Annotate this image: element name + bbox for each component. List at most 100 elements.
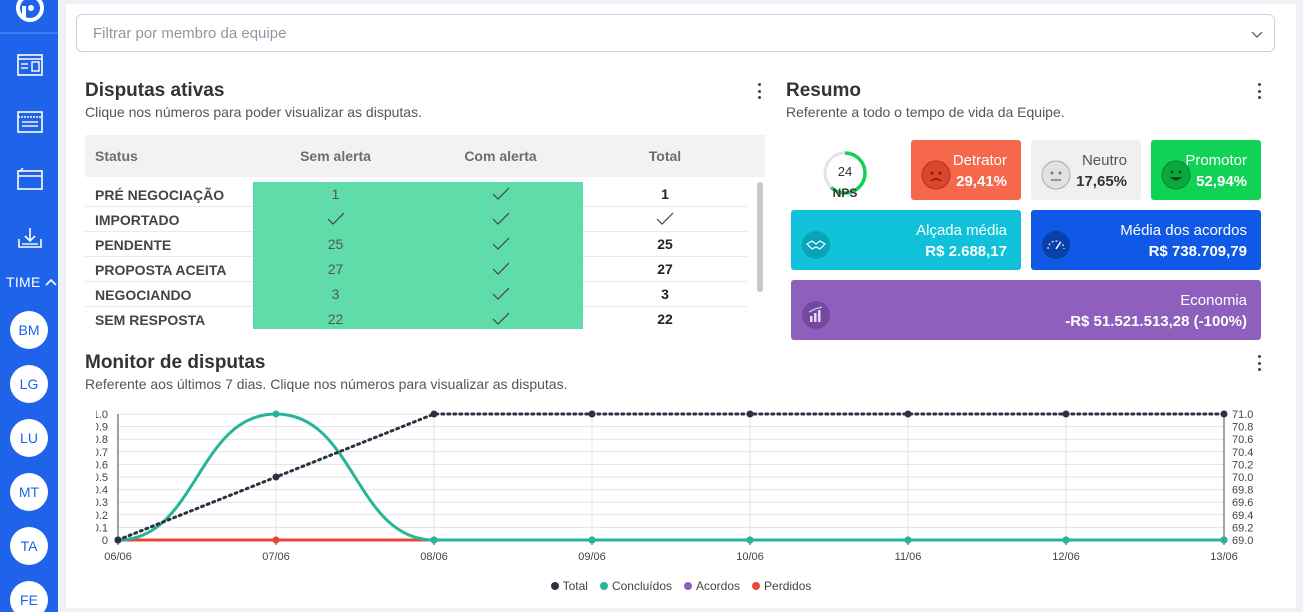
- row-total[interactable]: 22: [657, 311, 673, 327]
- neutral-face-icon: [1041, 160, 1071, 190]
- folder-icon[interactable]: [17, 168, 43, 190]
- data-point-concludos: [904, 536, 912, 544]
- sidebar-divider: [0, 32, 58, 34]
- table-row: PRÉ NEGOCIAÇÃO 1 1: [85, 182, 747, 207]
- table-scrollbar[interactable]: [757, 182, 763, 292]
- alcada-media-card[interactable]: Alçada média R$ 2.688,17: [791, 210, 1021, 270]
- neutro-card[interactable]: Neutro 17,65%: [1031, 140, 1141, 200]
- monitor-subtitle: Referente aos últimos 7 dias. Clique nos…: [85, 376, 568, 392]
- row-status: SEM RESPOSTA: [95, 312, 206, 328]
- nps-gauge: [823, 151, 867, 195]
- data-point-concludos: [272, 410, 280, 418]
- table-row: NEGOCIANDO 3 3: [85, 282, 747, 307]
- y-left-tick-label: 0.9: [96, 422, 108, 434]
- row-sem-alerta[interactable]: 25: [253, 232, 418, 257]
- promotor-value: 52,94%: [1196, 173, 1247, 190]
- row-sem-alerta[interactable]: 22: [253, 307, 418, 329]
- media-acordos-value: R$ 738.709,79: [1148, 243, 1247, 260]
- y-right-tick-label: 69.8: [1232, 485, 1253, 497]
- row-sem-alerta[interactable]: 27: [253, 257, 418, 282]
- legend-dot: [684, 582, 692, 590]
- avatar[interactable]: MT: [10, 473, 48, 511]
- y-left-tick-label: 0.6: [96, 459, 108, 471]
- neutro-label: Neutro: [1081, 152, 1127, 169]
- row-com-alerta[interactable]: [418, 282, 583, 307]
- economia-label: Economia: [1180, 292, 1247, 309]
- chevron-down-icon[interactable]: [1250, 27, 1264, 41]
- header-com-alerta: Com alerta: [464, 148, 537, 164]
- detrator-value: 29,41%: [956, 173, 1007, 190]
- avatar[interactable]: TA: [10, 527, 48, 565]
- dashboard-icon[interactable]: [17, 54, 43, 76]
- team-label: TIME: [6, 274, 41, 290]
- row-com-alerta[interactable]: [418, 257, 583, 282]
- monitor-menu-icon[interactable]: [1256, 355, 1262, 371]
- sidebar: TIME BM LG LU MT TA FE: [0, 0, 58, 612]
- main-panel: Disputas ativas Clique nos números para …: [66, 4, 1296, 608]
- promotor-label: Promotor: [1185, 152, 1247, 169]
- table-row: PENDENTE 25 25: [85, 232, 747, 257]
- y-left-tick-label: 0: [102, 535, 108, 547]
- legend-item[interactable]: Concluídos: [599, 579, 672, 593]
- data-point-total: [1062, 410, 1070, 418]
- data-point-total: [430, 410, 438, 418]
- legend-item[interactable]: Perdidos: [752, 579, 811, 593]
- row-status: IMPORTADO: [95, 212, 180, 228]
- team-member-filter[interactable]: [76, 14, 1275, 52]
- row-total[interactable]: 3: [661, 286, 669, 302]
- row-total[interactable]: 27: [657, 261, 673, 277]
- y-right-tick-label: 69.0: [1232, 535, 1253, 547]
- y-right-tick-label: 70.8: [1232, 422, 1253, 434]
- legend-item[interactable]: Acordos: [684, 579, 740, 593]
- row-com-alerta[interactable]: [418, 232, 583, 257]
- detrator-card[interactable]: Detrator 29,41%: [911, 140, 1021, 200]
- economia-card[interactable]: Economia -R$ 51.521.513,28 (-100%): [791, 280, 1261, 340]
- resumo-menu-icon[interactable]: [1256, 83, 1262, 99]
- y-left-tick-label: 0.4: [96, 485, 108, 497]
- import-icon[interactable]: [17, 227, 43, 249]
- data-point-total: [1220, 410, 1228, 418]
- row-total[interactable]: 1: [661, 186, 669, 202]
- row-total[interactable]: [583, 207, 747, 232]
- neutro-value: 17,65%: [1076, 173, 1127, 190]
- legend-label: Perdidos: [764, 579, 812, 593]
- bar-chart-icon: [802, 301, 830, 329]
- disputas-menu-icon[interactable]: [756, 83, 762, 99]
- legend-dot: [599, 582, 608, 590]
- row-status: PROPOSTA ACEITA: [95, 262, 227, 278]
- row-total[interactable]: 25: [657, 236, 673, 252]
- promotor-card[interactable]: Promotor 52,94%: [1151, 140, 1261, 200]
- data-point-total: [904, 410, 912, 418]
- x-tick-label: 06/06: [104, 551, 132, 563]
- x-tick-label: 08/06: [420, 551, 448, 563]
- avatar[interactable]: LU: [10, 419, 48, 457]
- nps-value: 24: [837, 164, 853, 179]
- row-sem-alerta[interactable]: 3: [253, 282, 418, 307]
- resumo-title: Resumo: [786, 80, 861, 101]
- alcada-label: Alçada média: [916, 222, 1007, 239]
- data-point-total: [114, 536, 122, 544]
- y-right-tick-label: 70.0: [1232, 472, 1253, 484]
- legend-label: Concluídos: [611, 579, 672, 593]
- data-point-concludos: [1220, 536, 1228, 544]
- app-logo-icon[interactable]: [14, 0, 46, 24]
- row-com-alerta[interactable]: [418, 182, 583, 207]
- legend-dot: [550, 582, 559, 590]
- y-left-tick-label: 1.0: [96, 409, 108, 421]
- row-com-alerta[interactable]: [418, 207, 583, 232]
- x-tick-label: 09/06: [578, 551, 606, 563]
- y-left-tick-label: 0.5: [96, 472, 108, 484]
- list-icon[interactable]: [17, 111, 43, 133]
- data-point-concludos: [588, 536, 596, 544]
- avatar[interactable]: FE: [10, 581, 48, 612]
- team-toggle[interactable]: TIME: [6, 274, 57, 290]
- avatar[interactable]: BM: [10, 311, 48, 349]
- row-sem-alerta[interactable]: 1: [253, 182, 418, 207]
- legend-item[interactable]: Total: [550, 579, 588, 593]
- row-sem-alerta[interactable]: [253, 207, 418, 232]
- avatar[interactable]: LG: [10, 365, 48, 403]
- happy-face-icon: [1161, 160, 1191, 190]
- team-member-filter-input[interactable]: [77, 15, 1274, 51]
- row-com-alerta[interactable]: [418, 307, 583, 329]
- media-acordos-card[interactable]: Média dos acordos R$ 738.709,79: [1031, 210, 1261, 270]
